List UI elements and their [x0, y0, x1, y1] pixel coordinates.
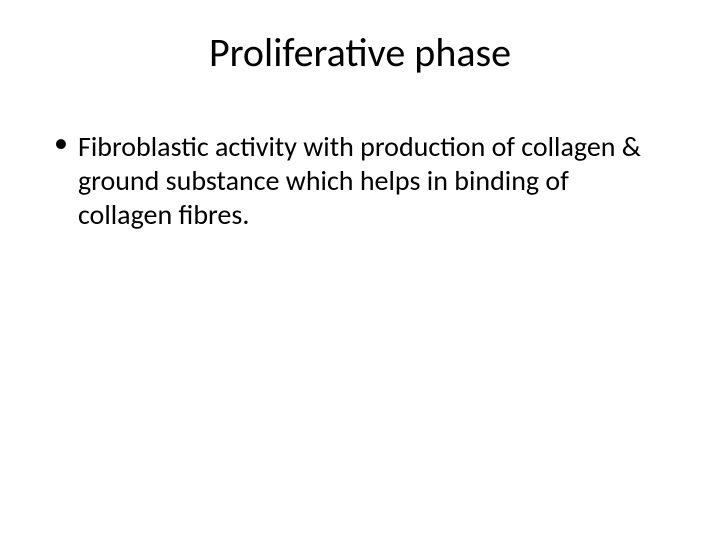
bullet-marker-icon: •	[54, 124, 68, 162]
slide-title: Proliferative phase	[0, 28, 720, 77]
bullet-item: • Fibroblastic activity with production …	[54, 130, 660, 232]
slide-body: • Fibroblastic activity with production …	[54, 130, 660, 232]
slide: Proliferative phase • Fibroblastic activ…	[0, 0, 720, 540]
bullet-text: Fibroblastic activity with production of…	[78, 130, 660, 232]
